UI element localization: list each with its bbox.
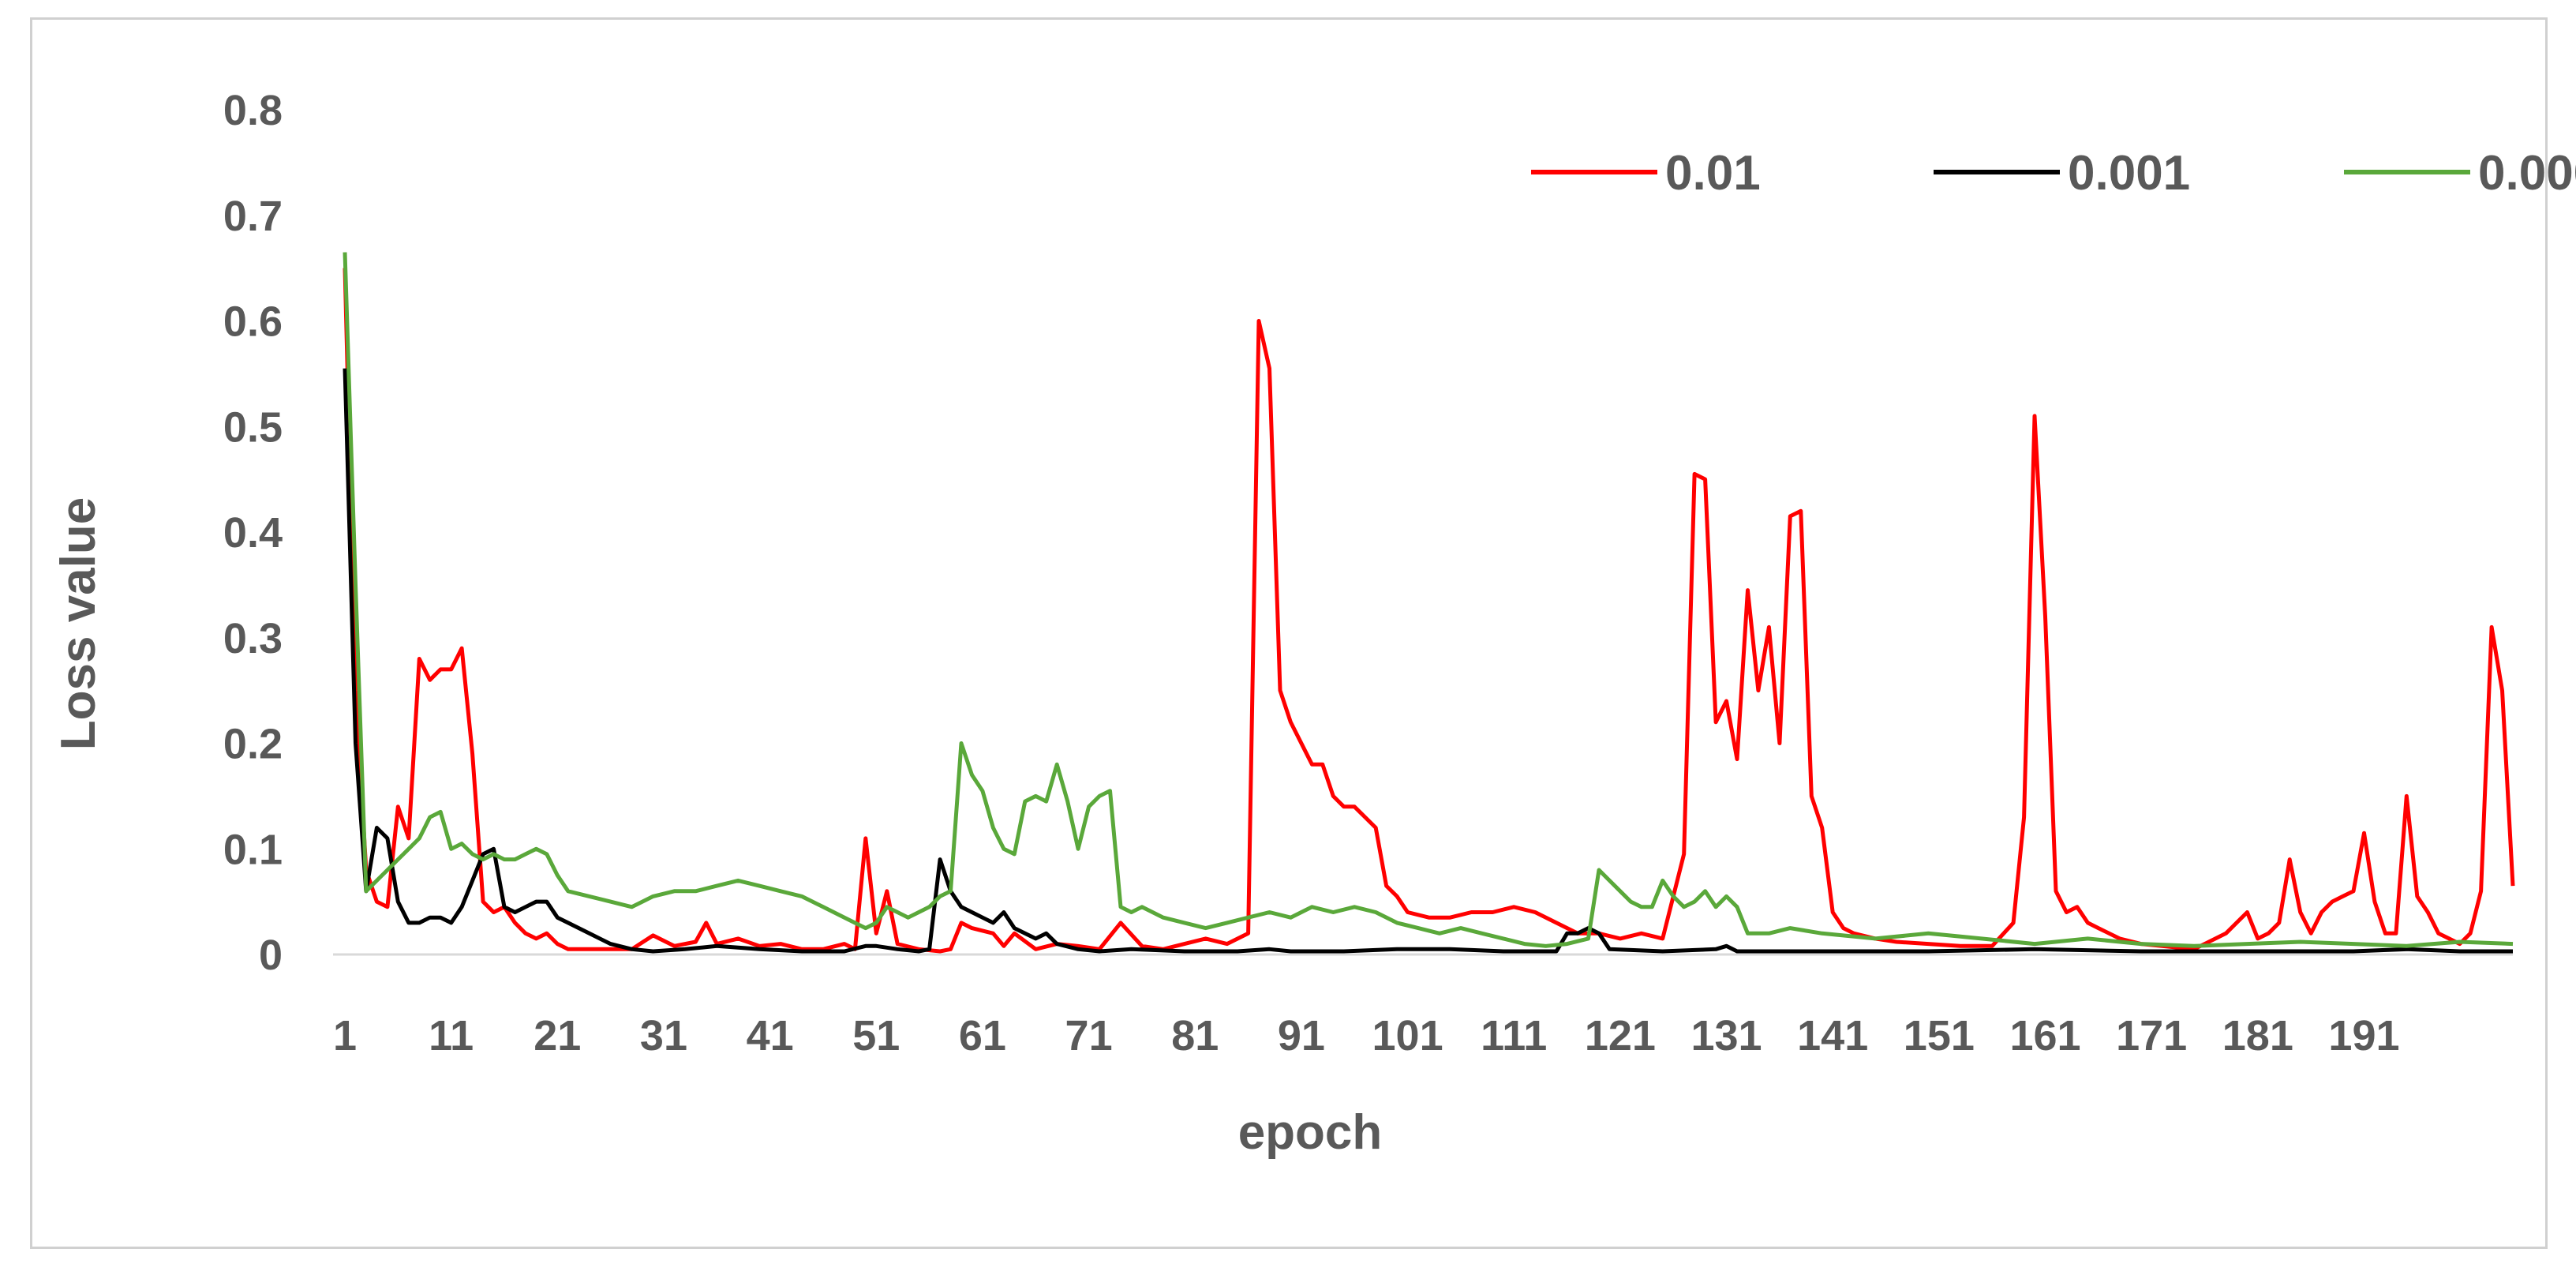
chart-frame <box>30 17 2548 1249</box>
x-tick-label: 71 <box>1065 1012 1113 1059</box>
x-tick-label: 151 <box>1904 1012 1975 1059</box>
x-tick-label: 21 <box>534 1012 581 1059</box>
x-tick-label: 191 <box>2328 1012 2399 1059</box>
y-tick-label: 0.8 <box>223 87 283 134</box>
y-tick-label: 0.3 <box>223 615 283 662</box>
y-tick-label: 0.6 <box>223 298 283 346</box>
x-tick-label: 121 <box>1585 1012 1656 1059</box>
x-tick-label: 111 <box>1481 1012 1547 1059</box>
x-tick-label: 101 <box>1372 1012 1443 1059</box>
x-tick-label: 171 <box>2116 1012 2187 1059</box>
series-lines <box>343 252 2515 954</box>
y-tick-label: 0.7 <box>223 193 283 240</box>
y-axis-ticks: 0 0.1 0.2 0.3 0.4 0.5 0.6 0.7 0.8 <box>223 87 283 979</box>
y-tick-label: 0.2 <box>223 721 283 768</box>
x-tick-label: 11 <box>429 1012 474 1059</box>
y-axis-title: Loss value <box>51 497 106 750</box>
x-tick-label: 91 <box>1278 1012 1325 1059</box>
legend-label-0: 0.01 <box>1665 146 1761 201</box>
x-tick-label: 181 <box>2222 1012 2293 1059</box>
x-tick-label: 161 <box>2009 1012 2080 1059</box>
x-tick-label: 61 <box>959 1012 1006 1059</box>
series-line-2 <box>343 252 2514 948</box>
legend-label-1: 0.001 <box>2068 146 2190 201</box>
x-axis-title: epoch <box>1238 1105 1383 1160</box>
series-line-1 <box>343 368 2513 954</box>
x-tick-label: 141 <box>1797 1012 1868 1059</box>
x-tick-label: 81 <box>1171 1012 1219 1059</box>
legend-label-2: 0.0001 <box>2478 146 2576 201</box>
series-line-0 <box>343 268 2515 954</box>
x-axis-ticks: 1 11 21 31 41 51 61 71 81 91 101 111 121 131 141 151 161… <box>333 1012 2400 1059</box>
y-tick-label: 0.1 <box>223 826 283 873</box>
y-tick-label: 0.4 <box>223 509 283 557</box>
x-tick-label: 31 <box>640 1012 687 1059</box>
x-tick-label: 41 <box>747 1012 794 1059</box>
x-tick-label: 51 <box>852 1012 900 1059</box>
y-tick-label: 0.5 <box>223 403 283 451</box>
x-tick-label: 131 <box>1690 1012 1762 1059</box>
legend: 0.01 0.001 0.0001 <box>1531 146 2576 201</box>
x-tick-label: 1 <box>333 1012 357 1059</box>
y-tick-label: 0 <box>259 932 283 979</box>
